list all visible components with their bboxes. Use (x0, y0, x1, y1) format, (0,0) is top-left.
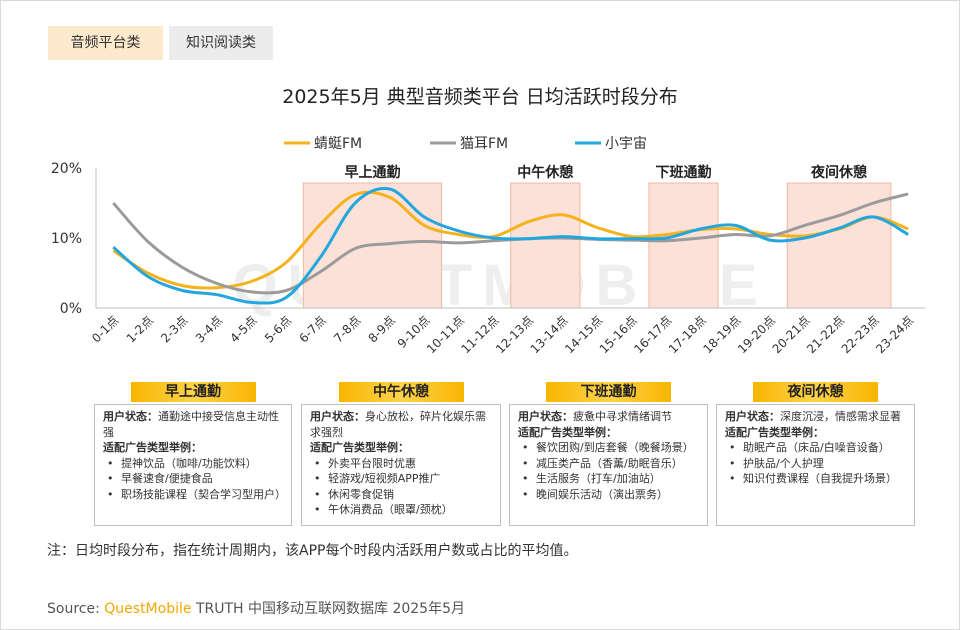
x-tick-label-5: 4-5点 (227, 313, 259, 345)
x-tick-label-23: 22-23点 (839, 313, 882, 356)
user-state-text: 身心放松，碎片化娱乐需求强烈 (310, 410, 486, 439)
panel-title-4: 夜间休憩 (753, 382, 878, 402)
x-tick-label-3: 2-3点 (158, 313, 190, 345)
x-tick-label-16: 15-16点 (597, 313, 640, 356)
ad-types-list: 餐饮团购/到店套餐（晚餐场景）减压类产品（香薰/助眠音乐）生活服务（打车/加油站… (518, 440, 699, 502)
x-tick-label-20: 19-20点 (735, 313, 778, 356)
highlight-label-2: 中午休憩 (517, 164, 573, 181)
highlight-label-4: 夜间休憩 (810, 164, 867, 181)
y-tick-label-0pct: 0% (60, 301, 82, 317)
ad-types-list: 外卖平台限时优惠轻游戏/短视频APP推广休闲零食促销午休消费品（眼罩/颈枕） (310, 456, 492, 518)
panel-title-1: 早上通勤 (130, 382, 256, 402)
x-tick-label-11: 10-11点 (424, 313, 467, 356)
user-state-label: 用户状态： (310, 410, 365, 423)
x-tick-label-22: 21-22点 (804, 313, 847, 356)
source-brand: QuestMobile (104, 601, 192, 617)
x-tick-label-17: 16-17点 (631, 313, 674, 356)
list-item: 休闲零食促销 (310, 487, 492, 503)
source-text: TRUTH 中国移动互联网数据库 2025年5月 (195, 601, 465, 617)
series-line-3 (112, 186, 909, 305)
source-label: Source: (47, 601, 100, 617)
list-item: 午休消费品（眼罩/颈枕） (310, 502, 492, 518)
ad-types-list: 助眠产品（床品/白噪音设备）护肤品/个人护理知识付费课程（自我提升场景） (725, 440, 906, 487)
list-item: 助眠产品（床品/白噪音设备） (725, 440, 906, 456)
list-item: 生活服务（打车/加油站） (518, 471, 699, 487)
user-state: 用户状态：通勤途中接受信息主动性强 (103, 409, 283, 440)
user-state-text: 深度沉浸，情感需求显著 (780, 410, 901, 423)
panel-box-4: 用户状态：深度沉浸，情感需求显著适配广告类型举例：助眠产品（床品/白噪音设备）护… (716, 404, 915, 526)
list-item: 轻游戏/短视频APP推广 (310, 471, 492, 487)
panel-box-3: 用户状态：疲惫中寻求情绪调节适配广告类型举例：餐饮团购/到店套餐（晚餐场景）减压… (509, 404, 708, 526)
x-tick-label-7: 6-7点 (297, 313, 329, 345)
list-item: 提神饮品（咖啡/功能饮料） (103, 456, 283, 472)
ad-types-label: 适配广告类型举例： (518, 425, 617, 439)
list-item: 知识付费课程（自我提升场景） (725, 471, 906, 487)
list-item: 早餐速食/便捷食品 (103, 471, 283, 487)
ad-types-label: 适配广告类型举例： (310, 441, 409, 454)
x-tick-label-14: 13-14点 (528, 313, 571, 356)
line-chart: QUESTMOBILE 早上通勤 中午休憩 下班通勤 夜间休憩 0%10%20% 蜻蜓… (51, 136, 926, 356)
user-state: 用户状态：疲惫中寻求情绪调节 (518, 409, 699, 425)
legend-label-3: 小宇宙 (605, 136, 647, 152)
user-state-label: 用户状态： (103, 410, 158, 423)
list-item: 餐饮团购/到店套餐（晚餐场景） (518, 440, 699, 456)
y-tick-label-10pct: 10% (51, 231, 82, 247)
tab-audio-platform[interactable]: 音频平台类 (48, 26, 163, 60)
x-tick-label-9: 8-9点 (366, 313, 398, 345)
x-tick-label-19: 18-19点 (700, 313, 743, 356)
x-tick-label-12: 11-12点 (459, 313, 502, 356)
source-line: Source: QuestMobile TRUTH 中国移动互联网数据库 202… (47, 598, 465, 618)
highlight-label-3: 下班通勤 (656, 164, 712, 181)
tab-knowledge-reading[interactable]: 知识阅读类 (169, 26, 273, 60)
panel-box-2: 用户状态：身心放松，碎片化娱乐需求强烈适配广告类型举例：外卖平台限时优惠轻游戏/… (301, 404, 501, 526)
highlight-label-1: 早上通勤 (344, 164, 400, 181)
footnote: 注：日均时段分布，指在统计周期内，该APP每个时段内活跃用户数或占比的平均值。 (47, 543, 578, 559)
user-state: 用户状态：身心放松，碎片化娱乐需求强烈 (310, 409, 492, 440)
list-item: 晚间娱乐活动（演出票务） (518, 487, 699, 503)
highlight-band-3 (648, 182, 719, 309)
x-tick-label-15: 14-15点 (562, 313, 605, 356)
panel-title-2: 中午休憩 (338, 382, 464, 402)
list-item: 外卖平台限时优惠 (310, 456, 492, 472)
chart-title: 2025年5月 典型音频类平台 日均活跃时段分布 (282, 86, 678, 108)
legend-label-2: 猫耳FM (460, 136, 508, 152)
ad-types-label: 适配广告类型举例： (103, 441, 202, 454)
x-tick-label-18: 17-18点 (666, 313, 709, 356)
y-tick-label-20pct: 20% (51, 161, 82, 177)
highlight-band-2 (510, 182, 581, 309)
user-state-label: 用户状态： (518, 410, 573, 423)
panel-box-1: 用户状态：通勤途中接受信息主动性强适配广告类型举例：提神饮品（咖啡/功能饮料）早… (94, 404, 292, 526)
list-item: 减压类产品（香薰/助眠音乐） (518, 456, 699, 472)
user-state-text: 通勤途中接受信息主动性强 (103, 410, 279, 439)
x-tick-label-13: 12-13点 (493, 313, 536, 356)
x-tick-label-21: 20-21点 (770, 313, 813, 356)
x-tick-label-6: 5-6点 (262, 313, 294, 345)
list-item: 护肤品/个人护理 (725, 456, 906, 472)
legend-label-1: 蜻蜓FM (314, 136, 362, 152)
ad-types-label: 适配广告类型举例： (725, 425, 824, 439)
user-state-text: 疲惫中寻求情绪调节 (573, 410, 672, 423)
user-state-label: 用户状态： (725, 410, 780, 423)
ad-types-list: 提神饮品（咖啡/功能饮料）早餐速食/便捷食品职场技能课程（契合学习型用户） (103, 456, 286, 503)
user-state: 用户状态：深度沉浸，情感需求显著 (725, 409, 906, 425)
x-tick-label-2: 1-2点 (124, 313, 156, 345)
x-tick-label-4: 3-4点 (193, 313, 225, 345)
list-item: 职场技能课程（契合学习型用户） (103, 487, 286, 503)
panel-title-3: 下班通勤 (546, 382, 671, 402)
x-tick-label-24: 23-24点 (873, 313, 916, 356)
x-tick-label-1: 0-1点 (89, 313, 121, 345)
x-tick-label-8: 7-8点 (331, 313, 363, 345)
